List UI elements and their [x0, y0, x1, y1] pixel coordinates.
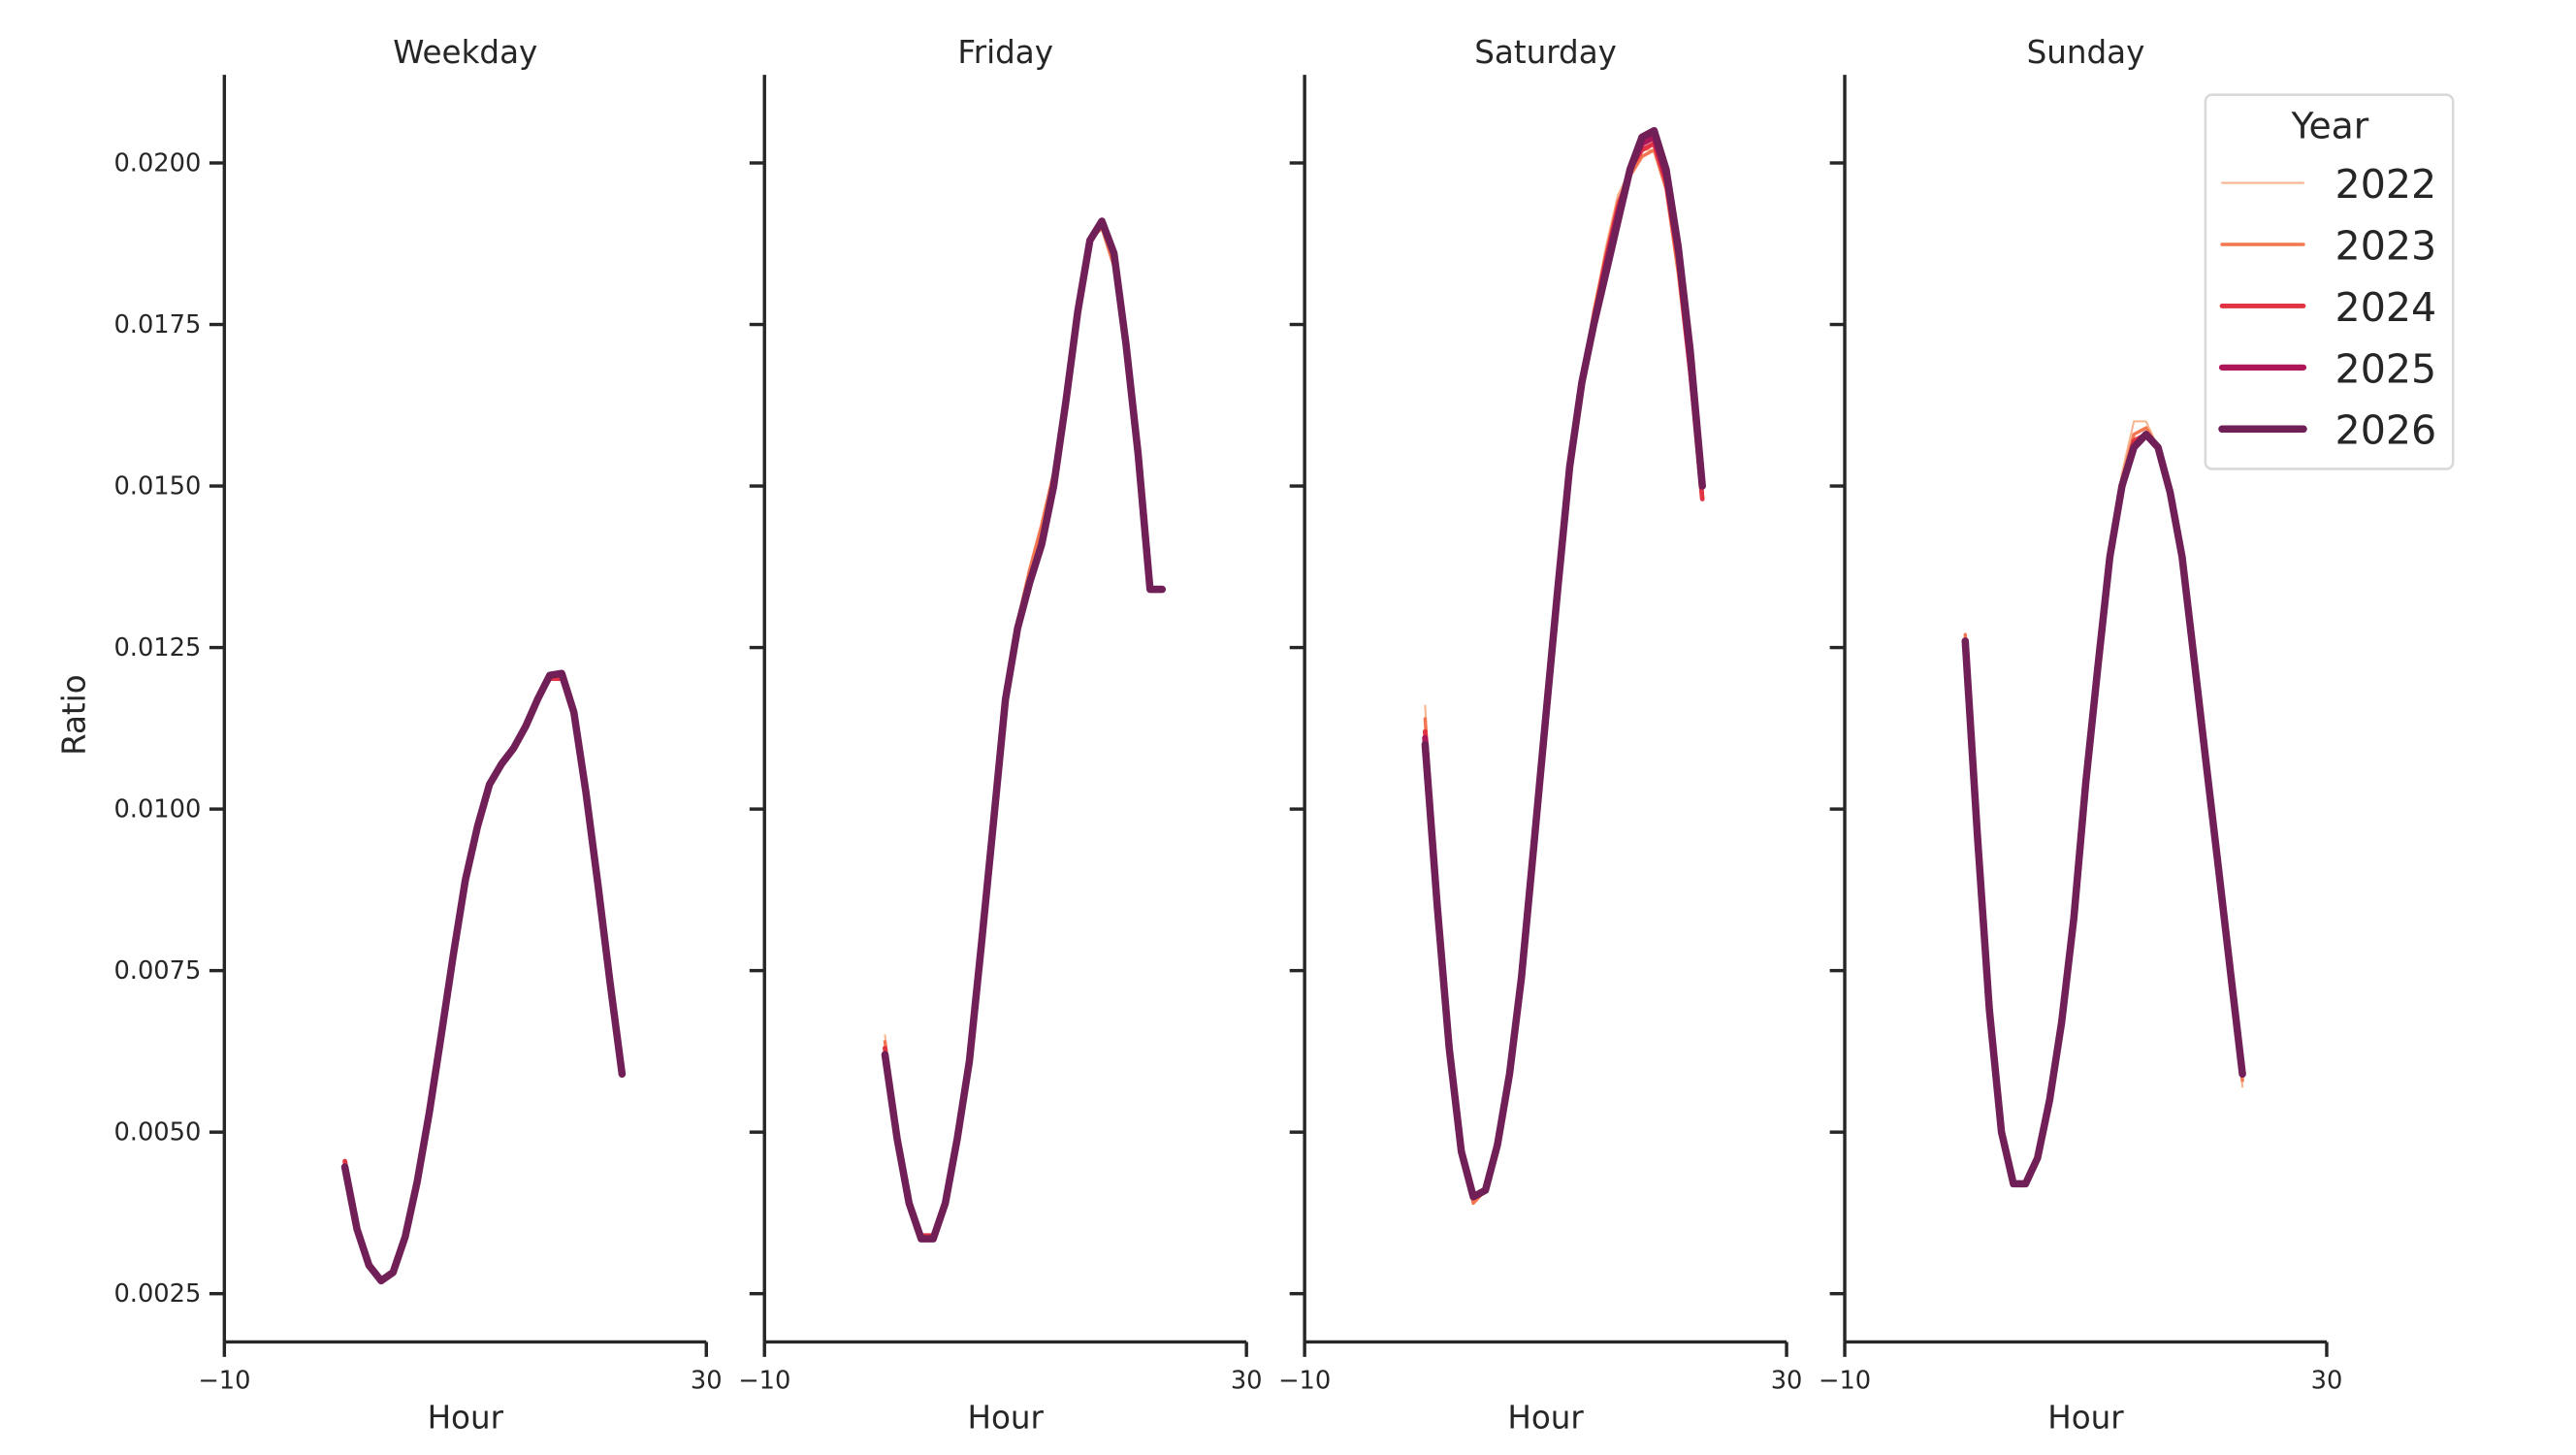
- y-tick-label: 0.0200: [113, 149, 201, 178]
- panel-title: Sunday: [2027, 34, 2145, 71]
- series-line-2026: [881, 217, 1167, 1243]
- series-line-2022: [1424, 148, 1704, 1205]
- x-axis-label: Hour: [428, 1400, 504, 1437]
- x-axis-label: Hour: [1507, 1400, 1584, 1437]
- series-line-2022: [884, 226, 1164, 1241]
- panel-title: Friday: [957, 34, 1053, 71]
- panel-sunday: Sunday −10 30 Hour: [1819, 34, 2342, 1436]
- legend-label-2025: 2025: [2335, 345, 2437, 392]
- y-tick-label: 0.0175: [113, 310, 201, 340]
- y-tick-label: 0.0125: [113, 633, 201, 663]
- legend-label-2026: 2026: [2335, 407, 2437, 454]
- x-axis-label: Hour: [968, 1400, 1045, 1437]
- x-tick-label: 30: [691, 1366, 723, 1395]
- series-line-2026: [1421, 126, 1706, 1201]
- y-axis-label: Ratio: [55, 674, 92, 756]
- series-line-2023: [883, 225, 1164, 1241]
- y-tick-label: 0.0025: [113, 1279, 201, 1309]
- panel-friday: Friday −10 30 Hour: [738, 34, 1262, 1436]
- x-tick-label: 30: [1231, 1366, 1263, 1395]
- series-line-2023: [1423, 147, 1704, 1206]
- panel-saturday: Saturday −10 30 Hour: [1278, 34, 1802, 1436]
- series-line-2022: [1964, 420, 2244, 1185]
- y-tick-label: 0.0100: [113, 795, 201, 824]
- y-tick-label: 0.0075: [113, 956, 201, 986]
- panel-title: Weekday: [393, 34, 537, 71]
- series-line-2025: [882, 217, 1166, 1243]
- legend-label-2022: 2022: [2335, 161, 2437, 208]
- series-line-2025: [1962, 431, 2246, 1187]
- legend: Year 2022 2023 2024 2025 2026: [2204, 93, 2455, 470]
- panel-title: Saturday: [1474, 34, 1617, 71]
- series-line-2024: [1962, 432, 2245, 1186]
- legend-title: Year: [2291, 104, 2369, 146]
- legend-frame: [2204, 93, 2455, 470]
- legend-label-2024: 2024: [2335, 284, 2437, 331]
- series-line-2024: [1422, 141, 1705, 1200]
- panel-weekday: Weekday 0.0025 0.0050 0.0075 0.0100 0.0125 0.0…: [113, 34, 722, 1436]
- series-line-2026: [340, 669, 627, 1285]
- x-tick-label: −10: [1819, 1366, 1871, 1395]
- x-axis-label: Hour: [2047, 1400, 2124, 1437]
- y-tick-label: 0.0050: [113, 1118, 201, 1148]
- x-tick-label: −10: [738, 1366, 790, 1395]
- x-tick-label: −10: [1278, 1366, 1331, 1395]
- series-line-2026: [1961, 431, 2246, 1188]
- series-line-2023: [1963, 426, 2244, 1186]
- x-tick-label: 30: [1771, 1366, 1803, 1395]
- series-line-2024: [883, 218, 1165, 1239]
- y-tick-label: 0.0150: [113, 472, 201, 501]
- x-tick-label: 30: [2311, 1366, 2343, 1395]
- legend-label-2023: 2023: [2335, 222, 2437, 269]
- series-line-2025: [1422, 134, 1706, 1200]
- x-tick-label: −10: [198, 1366, 250, 1395]
